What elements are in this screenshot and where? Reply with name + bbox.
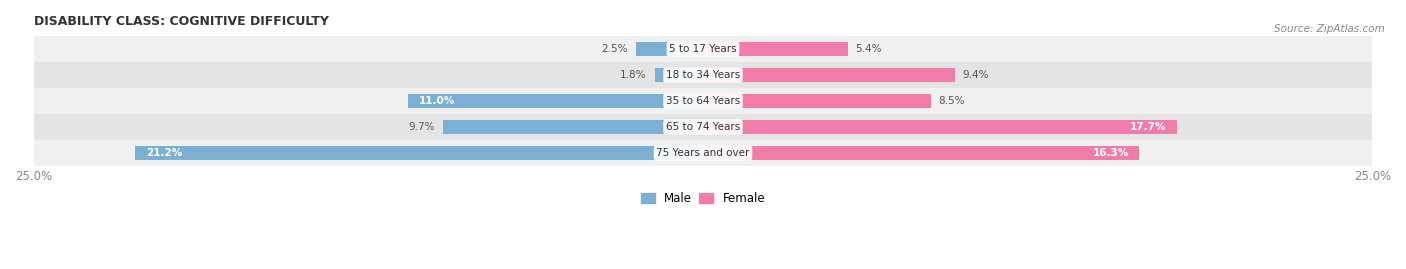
Bar (703, 146, 1139, 160)
Bar (443, 120, 703, 134)
Text: 75 Years and over: 75 Years and over (657, 148, 749, 158)
Text: 9.4%: 9.4% (963, 70, 990, 80)
Bar (34, 88, 1372, 114)
Text: DISABILITY CLASS: COGNITIVE DIFFICULTY: DISABILITY CLASS: COGNITIVE DIFFICULTY (34, 15, 329, 28)
Bar (636, 42, 703, 56)
Text: 35 to 64 Years: 35 to 64 Years (666, 96, 740, 106)
Text: 16.3%: 16.3% (1092, 148, 1129, 158)
Bar (655, 68, 703, 82)
Text: Source: ZipAtlas.com: Source: ZipAtlas.com (1274, 24, 1385, 34)
Bar (135, 146, 703, 160)
Text: 1.8%: 1.8% (620, 70, 647, 80)
Bar (703, 68, 955, 82)
Text: 65 to 74 Years: 65 to 74 Years (666, 122, 740, 132)
Text: 21.2%: 21.2% (146, 148, 183, 158)
Text: 11.0%: 11.0% (419, 96, 456, 106)
Bar (409, 94, 703, 108)
Bar (703, 94, 931, 108)
Text: 17.7%: 17.7% (1130, 122, 1166, 132)
Text: 2.5%: 2.5% (602, 44, 628, 54)
Legend: Male, Female: Male, Female (641, 192, 765, 206)
Bar (34, 114, 1372, 140)
Bar (703, 120, 1177, 134)
Bar (703, 42, 848, 56)
Text: 9.7%: 9.7% (409, 122, 436, 132)
Text: 5.4%: 5.4% (856, 44, 882, 54)
Bar (34, 36, 1372, 62)
Bar (34, 140, 1372, 166)
Text: 18 to 34 Years: 18 to 34 Years (666, 70, 740, 80)
Bar (34, 62, 1372, 88)
Text: 5 to 17 Years: 5 to 17 Years (669, 44, 737, 54)
Text: 8.5%: 8.5% (939, 96, 965, 106)
